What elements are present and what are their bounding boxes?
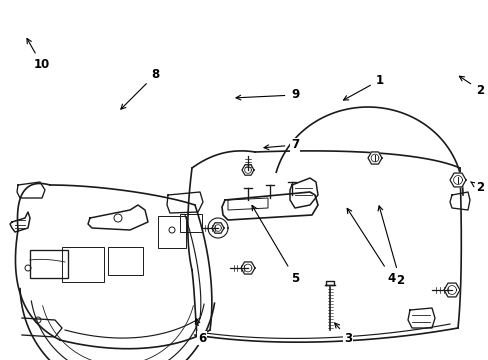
Bar [158, 216, 185, 248]
Bar [62, 247, 104, 282]
Polygon shape [241, 262, 254, 274]
Polygon shape [449, 173, 465, 187]
Polygon shape [325, 281, 333, 285]
Text: 2: 2 [458, 76, 483, 96]
Text: 2: 2 [470, 181, 483, 194]
Polygon shape [212, 223, 224, 233]
Text: 7: 7 [264, 139, 299, 152]
Text: 1: 1 [343, 73, 383, 100]
Text: 9: 9 [236, 89, 299, 102]
Polygon shape [367, 152, 381, 164]
Text: 3: 3 [334, 323, 351, 345]
Text: 4: 4 [346, 208, 395, 284]
Bar [108, 247, 142, 275]
Text: 10: 10 [27, 39, 50, 72]
Text: 8: 8 [121, 68, 159, 109]
Text: 5: 5 [251, 206, 299, 284]
Text: 2: 2 [377, 206, 403, 287]
Polygon shape [207, 218, 227, 238]
Polygon shape [242, 165, 253, 175]
Bar [180, 214, 202, 232]
Polygon shape [443, 283, 459, 297]
Text: 6: 6 [195, 319, 206, 345]
Bar [30, 250, 68, 278]
